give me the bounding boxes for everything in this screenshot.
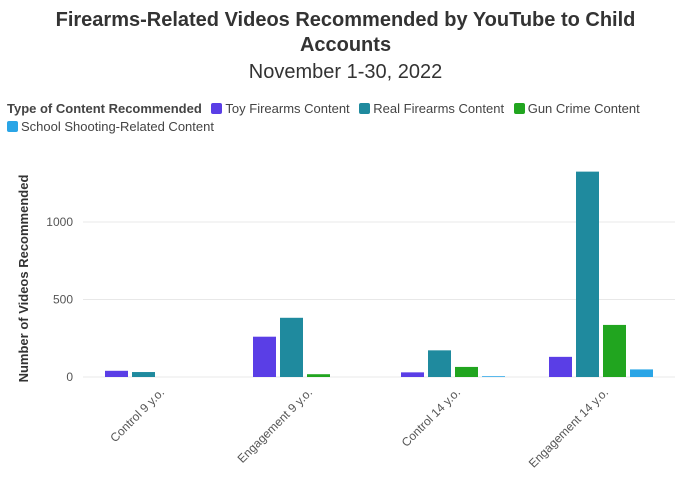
bars [105, 171, 653, 377]
bar[interactable] [280, 317, 303, 377]
legend-label-school-shooting: School Shooting-Related Content [21, 119, 214, 134]
y-axis-label: Number of Videos Recommended [16, 175, 31, 383]
x-tick-label: Control 9 y.o. [107, 385, 167, 445]
y-tick-label: 1000 [46, 215, 73, 229]
bar[interactable] [253, 336, 276, 377]
legend-item-toy-firearms[interactable]: Toy Firearms Content [211, 100, 350, 118]
bar[interactable] [428, 350, 451, 377]
legend-label-toy-firearms: Toy Firearms Content [225, 101, 350, 116]
legend-swatch-school-shooting [7, 121, 18, 132]
y-tick-label: 0 [66, 370, 73, 384]
x-tick-label: Control 14 y.o. [399, 385, 463, 449]
legend-swatch-gun-crime [513, 103, 525, 114]
legend: Type of Content Recommended Toy Firearms… [7, 100, 687, 136]
bar[interactable] [455, 366, 478, 377]
x-tick-label: Engagement 14 y.o. [526, 385, 611, 470]
bar[interactable] [482, 376, 505, 377]
chart-title-line-2: Accounts [299, 34, 392, 56]
chart-title-line-1: Firearms-Related Videos Recommended by Y… [55, 9, 636, 31]
bar[interactable] [105, 370, 128, 377]
x-tick-label: Engagement 9 y.o. [235, 385, 315, 465]
x-tick-labels: Control 9 y.o. Engagement 9 y.o. Control 1… [107, 385, 611, 470]
bar[interactable] [549, 356, 572, 377]
legend-title: Type of Content Recommended [7, 101, 202, 116]
bar[interactable] [603, 324, 626, 377]
legend-label-gun-crime: Gun Crime Content [527, 101, 640, 116]
y-tick-label: 500 [53, 293, 73, 307]
legend-item-school-shooting[interactable]: School Shooting-Related Content [7, 118, 214, 136]
bar[interactable] [630, 369, 653, 377]
bar[interactable] [132, 372, 155, 377]
bar[interactable] [401, 372, 424, 377]
legend-swatch-toy-firearms [211, 103, 223, 114]
chart-title: Firearms-Related Videos Recommended by Y… [0, 8, 691, 58]
y-tick-labels: 0 500 1000 [46, 215, 73, 384]
chart-subtitle: November 1-30, 2022 [248, 61, 443, 83]
bar[interactable] [576, 171, 599, 377]
legend-swatch-real-firearms [359, 103, 371, 114]
legend-label-real-firearms: Real Firearms Content [373, 101, 505, 116]
legend-item-real-firearms[interactable]: Real Firearms Content [359, 100, 504, 118]
bar[interactable] [307, 374, 330, 377]
legend-item-gun-crime[interactable]: Gun Crime Content [513, 100, 640, 118]
